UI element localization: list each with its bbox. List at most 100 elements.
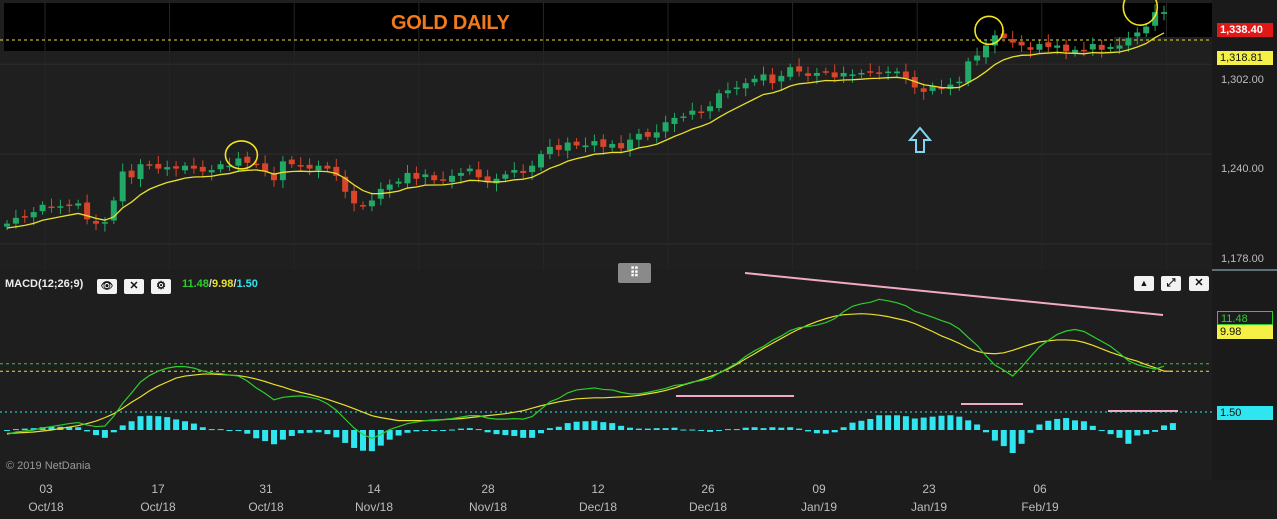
highlight-circle [974, 15, 1004, 46]
histogram-bar [760, 428, 767, 430]
candle [271, 173, 277, 181]
candle [822, 71, 829, 73]
macd-panel [0, 271, 1277, 480]
histogram-bar [413, 430, 420, 432]
expand-panel-icon[interactable]: ⤢ [1161, 276, 1181, 291]
x-tick-day: 14 [367, 482, 381, 496]
candle [929, 86, 936, 91]
histogram-bar [1072, 420, 1078, 430]
candle [787, 67, 794, 77]
x-tick-day: 31 [259, 482, 273, 496]
candle [716, 93, 722, 109]
histogram-bar [965, 420, 972, 430]
x-tick-day: 23 [922, 482, 936, 496]
candle [1107, 46, 1114, 49]
move-up-icon[interactable]: ▲ [1134, 276, 1154, 291]
candle [867, 71, 874, 73]
close-panel-icon[interactable]: ✕ [1189, 276, 1209, 291]
histogram-bar [324, 430, 331, 435]
price-tick-label: 1,178.00 [1221, 253, 1264, 265]
candle [627, 139, 633, 151]
candle [591, 141, 598, 146]
candle [813, 72, 820, 76]
histogram-bar [1063, 418, 1070, 430]
histogram-bar [635, 428, 642, 430]
candle [1054, 45, 1061, 48]
macd-values: 11.48/9.98/1.50 [182, 278, 258, 290]
visibility-eye-icon[interactable]: 👁 [97, 279, 117, 294]
histogram-bar [911, 418, 918, 430]
candle [199, 166, 206, 172]
candle [1036, 44, 1043, 50]
close-indicator-icon[interactable]: ✕ [124, 279, 144, 294]
histogram-bar [822, 430, 829, 434]
candle [288, 159, 295, 165]
histogram-bar [128, 421, 135, 430]
candle [457, 172, 464, 176]
histogram-bar [920, 417, 927, 430]
candle [1045, 42, 1052, 47]
x-tick-month: Dec/18 [579, 500, 617, 514]
histogram-bar [226, 430, 233, 431]
candle [84, 202, 91, 220]
histogram-bar [333, 430, 340, 438]
histogram-bar [440, 430, 447, 431]
histogram-bar [493, 430, 500, 435]
candle [493, 178, 500, 184]
candle [724, 90, 731, 94]
candle [1161, 12, 1167, 14]
histogram-bar [876, 415, 883, 430]
candle [840, 72, 847, 77]
histogram-bar [1018, 430, 1025, 444]
candle [386, 184, 393, 190]
candle [858, 72, 865, 75]
candle [404, 172, 411, 184]
candle [101, 222, 108, 224]
histogram-bar [813, 430, 820, 434]
panel-drag-handle[interactable]: ⠿ [618, 263, 651, 283]
histogram-bar [182, 421, 188, 430]
histogram-bar [769, 427, 776, 430]
histogram-bar [279, 430, 286, 440]
candle [21, 216, 28, 218]
histogram-bar [796, 428, 803, 430]
histogram-bar [671, 427, 678, 430]
histogram-bar [555, 426, 562, 430]
candle [1143, 26, 1150, 34]
trend-line [744, 272, 1164, 316]
candle [66, 204, 73, 207]
histogram-bar [716, 430, 722, 431]
histogram-bar [75, 427, 82, 430]
histogram-bar [475, 429, 482, 431]
histogram-bar [1054, 418, 1061, 430]
candle [190, 165, 197, 169]
histogram-bar [351, 430, 358, 448]
candle [368, 200, 375, 207]
histogram-bar [724, 429, 731, 431]
header-band [1114, 3, 1212, 37]
candle [119, 171, 126, 202]
candle [1018, 41, 1025, 46]
candle [262, 163, 269, 172]
macd-line-value: 11.48 [182, 278, 209, 290]
x-tick-month: Nov/18 [469, 500, 507, 514]
candle [440, 179, 447, 181]
histogram-bar [404, 430, 411, 433]
candle [529, 165, 536, 173]
settings-gear-icon[interactable]: ⚙ [151, 279, 171, 294]
histogram-bar [689, 429, 696, 431]
histogram-bar [1152, 430, 1159, 432]
histogram-bar [867, 418, 874, 430]
histogram-bar [591, 420, 598, 430]
candle [1098, 44, 1105, 50]
header-band [4, 3, 1114, 51]
histogram-bar [173, 419, 180, 430]
histogram-bar [1169, 423, 1176, 430]
candle [93, 221, 99, 224]
histogram-bar [733, 429, 740, 431]
candle [991, 35, 998, 46]
candle [1027, 47, 1034, 50]
candle [110, 200, 117, 221]
histogram-bar [1134, 430, 1141, 436]
candle [751, 78, 758, 83]
